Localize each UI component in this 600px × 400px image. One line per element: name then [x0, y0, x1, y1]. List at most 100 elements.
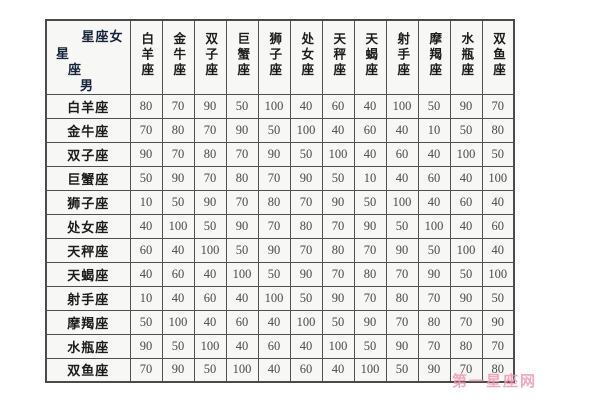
compatibility-value-cell: 100	[481, 261, 515, 287]
compatibility-value-cell: 60	[193, 285, 227, 311]
compatibility-value-cell: 90	[257, 141, 291, 167]
compatibility-value-cell: 60	[257, 333, 291, 359]
compatibility-value-cell: 70	[353, 237, 387, 263]
compatibility-value-cell: 40	[289, 333, 323, 359]
table-row: 射手座 10 40 60 40 100 50 90 70 80 70 90 50	[45, 285, 515, 311]
compatibility-value-cell: 70	[193, 117, 227, 143]
compatibility-value-cell: 70	[321, 261, 355, 287]
column-header: 双子座	[193, 19, 227, 95]
compatibility-value-cell: 90	[353, 213, 387, 239]
table-row: 处女座 40 100 50 90 70 80 70 90 50 100 40 60	[45, 213, 515, 239]
compatibility-value-cell: 80	[481, 117, 515, 143]
compatibility-value-cell: 40	[193, 261, 227, 287]
compatibility-value-cell: 70	[161, 93, 195, 119]
compatibility-value-cell: 50	[129, 165, 163, 191]
row-header: 射手座	[45, 285, 131, 311]
compatibility-value-cell: 80	[129, 93, 163, 119]
compatibility-value-cell: 40	[225, 333, 259, 359]
column-header-label: 天蝎座	[363, 31, 378, 79]
compatibility-value-cell: 50	[257, 117, 291, 143]
compatibility-value-cell: 50	[417, 237, 451, 263]
compatibility-value-cell: 60	[225, 309, 259, 335]
compatibility-value-cell: 70	[385, 261, 419, 287]
column-header-label: 巨蟹座	[235, 31, 250, 79]
compatibility-value-cell: 50	[193, 213, 227, 239]
compatibility-value-cell: 50	[129, 309, 163, 335]
row-header: 巨蟹座	[45, 165, 131, 191]
compatibility-value-cell: 70	[193, 165, 227, 191]
compatibility-value-cell: 70	[289, 237, 323, 263]
compatibility-value-cell: 50	[385, 213, 419, 239]
row-header: 双子座	[45, 141, 131, 167]
compatibility-value-cell: 40	[321, 357, 355, 383]
compatibility-value-cell: 80	[417, 309, 451, 335]
column-header: 巨蟹座	[225, 19, 259, 95]
column-header-label: 金牛座	[171, 31, 186, 79]
column-header: 天蝎座	[353, 19, 387, 95]
zodiac-compatibility-table: 星座女 星座男 白羊座 金牛座 双子座 巨蟹座 狮子座 处女座 天秤座 天蝎座 射手座 摩羯座 水瓶…	[45, 19, 515, 383]
compatibility-value-cell: 80	[225, 165, 259, 191]
compatibility-value-cell: 60	[353, 117, 387, 143]
table-row: 双子座 90 70 80 70 90 50 100 40 60 40 100 50	[45, 141, 515, 167]
compatibility-value-cell: 100	[321, 141, 355, 167]
compatibility-value-cell: 50	[225, 237, 259, 263]
compatibility-value-cell: 50	[449, 117, 483, 143]
compatibility-value-cell: 60	[161, 261, 195, 287]
compatibility-value-cell: 70	[225, 189, 259, 215]
compatibility-value-cell: 50	[161, 333, 195, 359]
compatibility-value-cell: 10	[129, 189, 163, 215]
compatibility-value-cell: 90	[225, 213, 259, 239]
compatibility-value-cell: 40	[353, 93, 387, 119]
column-header-label: 狮子座	[267, 31, 282, 79]
compatibility-value-cell: 10	[129, 285, 163, 311]
compatibility-value-cell: 90	[161, 165, 195, 191]
row-header: 天秤座	[45, 237, 131, 263]
compatibility-value-cell: 60	[321, 93, 355, 119]
compatibility-value-cell: 50	[289, 285, 323, 311]
column-header-label: 双子座	[203, 31, 218, 79]
compatibility-value-cell: 90	[129, 333, 163, 359]
compatibility-value-cell: 70	[449, 309, 483, 335]
compatibility-value-cell: 100	[257, 285, 291, 311]
column-header: 天秤座	[321, 19, 355, 95]
compatibility-value-cell: 40	[257, 309, 291, 335]
column-header: 射手座	[385, 19, 419, 95]
compatibility-value-cell: 100	[449, 141, 483, 167]
compatibility-value-cell: 40	[449, 213, 483, 239]
column-header: 白羊座	[129, 19, 163, 95]
row-header: 双鱼座	[45, 357, 131, 383]
corner-cell: 星座女 星座男	[45, 19, 131, 95]
compatibility-value-cell: 90	[449, 285, 483, 311]
compatibility-value-cell: 80	[289, 213, 323, 239]
compatibility-value-cell: 40	[129, 261, 163, 287]
compatibility-value-cell: 70	[449, 357, 483, 383]
row-header: 金牛座	[45, 117, 131, 143]
compatibility-value-cell: 40	[417, 141, 451, 167]
compatibility-value-cell: 40	[289, 93, 323, 119]
compatibility-value-cell: 100	[225, 357, 259, 383]
compatibility-value-cell: 80	[481, 357, 515, 383]
compatibility-value-cell: 100	[225, 261, 259, 287]
compatibility-value-cell: 80	[353, 261, 387, 287]
compatibility-value-cell: 50	[225, 93, 259, 119]
compatibility-value-cell: 60	[481, 213, 515, 239]
compatibility-value-cell: 100	[449, 237, 483, 263]
table-row: 白羊座 80 70 90 50 100 40 60 40 100 50 90 70	[45, 93, 515, 119]
watermark: 第一星座网	[452, 373, 538, 390]
compatibility-value-cell: 90	[385, 333, 419, 359]
compatibility-value-cell: 100	[481, 165, 515, 191]
compatibility-value-cell: 80	[257, 189, 291, 215]
compatibility-value-cell: 90	[481, 309, 515, 335]
header-row: 星座女 星座男 白羊座 金牛座 双子座 巨蟹座 狮子座 处女座 天秤座 天蝎座 射手座 摩羯座 水瓶…	[45, 19, 515, 95]
row-header: 狮子座	[45, 189, 131, 215]
compatibility-value-cell: 40	[129, 213, 163, 239]
compatibility-value-cell: 50	[321, 309, 355, 335]
table-row: 巨蟹座 50 90 70 80 70 90 50 10 40 60 40 100	[45, 165, 515, 191]
table-row: 天秤座 60 40 100 50 90 70 80 70 90 50 100 40	[45, 237, 515, 263]
table-row: 双鱼座 70 90 50 100 40 60 40 100 50 90 70 80	[45, 357, 515, 383]
compatibility-value-cell: 40	[193, 309, 227, 335]
table-row: 天蝎座 40 60 40 100 50 90 70 80 70 90 50 100	[45, 261, 515, 287]
compatibility-value-cell: 90	[385, 237, 419, 263]
compatibility-value-cell: 90	[417, 357, 451, 383]
